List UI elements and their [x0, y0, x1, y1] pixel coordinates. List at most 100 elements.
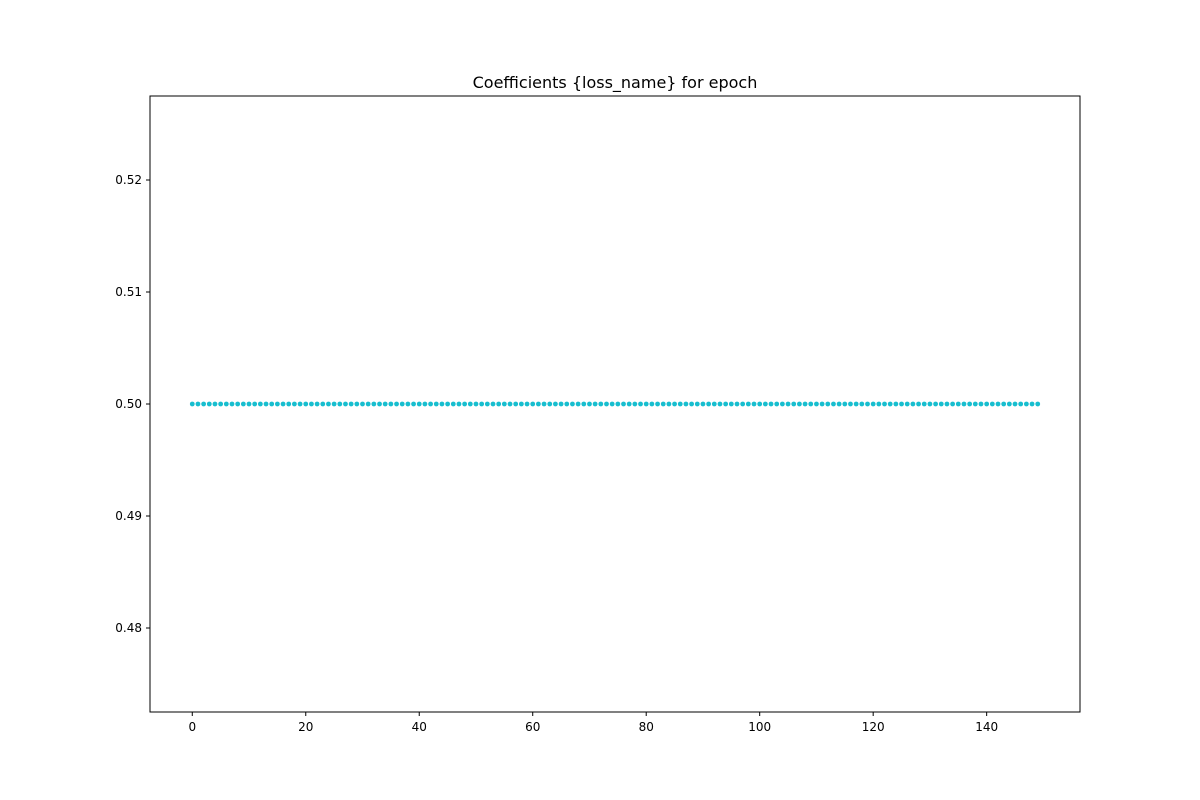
data-point	[808, 401, 814, 407]
data-point	[1001, 401, 1007, 407]
data-point	[314, 401, 320, 407]
data-point	[553, 401, 558, 407]
data-point	[331, 401, 337, 407]
data-point	[711, 401, 717, 407]
data-point	[694, 401, 700, 407]
data-point	[615, 401, 621, 407]
data-point	[700, 401, 706, 407]
data-point	[422, 401, 428, 407]
data-point	[1018, 401, 1024, 407]
y-tick-label: 0.52	[115, 173, 142, 187]
data-point	[195, 401, 201, 407]
data-point	[263, 401, 269, 407]
data-point	[257, 401, 263, 407]
x-tick-label: 0	[188, 720, 196, 734]
data-point	[609, 401, 615, 407]
data-point	[479, 401, 485, 407]
data-point	[950, 401, 956, 407]
data-point	[269, 401, 275, 407]
data-point	[921, 401, 927, 407]
data-point	[989, 401, 995, 407]
data-point	[683, 401, 689, 407]
chart-title: Coefficients {loss_name} for epoch	[473, 73, 758, 93]
data-point	[933, 401, 938, 407]
data-point	[984, 401, 990, 407]
data-point	[450, 401, 456, 407]
data-point	[779, 401, 785, 407]
data-point	[734, 401, 740, 407]
data-point	[501, 401, 507, 407]
data-point	[394, 401, 399, 407]
data-point	[1035, 401, 1041, 407]
data-point	[445, 401, 451, 407]
data-point	[365, 401, 371, 407]
data-point	[416, 401, 422, 407]
data-point	[626, 401, 632, 407]
data-point	[842, 401, 848, 407]
data-point	[672, 401, 677, 407]
data-point	[541, 401, 547, 407]
data-point	[530, 401, 536, 407]
data-point	[496, 401, 502, 407]
data-point	[910, 401, 916, 407]
data-point	[955, 401, 961, 407]
data-point	[649, 401, 655, 407]
data-point	[297, 401, 303, 407]
data-point	[666, 401, 672, 407]
series-points	[189, 401, 1041, 407]
data-point	[785, 401, 791, 407]
data-point	[360, 401, 365, 407]
data-point	[240, 401, 246, 407]
data-point	[439, 401, 445, 407]
data-point	[660, 401, 666, 407]
data-point	[904, 401, 910, 407]
data-point	[456, 401, 462, 407]
data-point	[762, 401, 768, 407]
data-point	[944, 401, 950, 407]
data-point	[229, 401, 235, 407]
data-point	[757, 401, 763, 407]
data-point	[354, 401, 360, 407]
data-point	[706, 401, 712, 407]
data-point	[632, 401, 638, 407]
data-point	[978, 401, 984, 407]
data-point	[717, 401, 723, 407]
data-point	[802, 401, 808, 407]
data-point	[218, 401, 224, 407]
data-point	[740, 401, 746, 407]
data-point	[467, 401, 473, 407]
data-point	[751, 401, 757, 407]
y-tick-label: 0.48	[115, 621, 142, 635]
data-point	[558, 401, 564, 407]
x-axis-ticks: 0 20 40 60 80 100 120 140	[188, 712, 998, 734]
data-point	[189, 401, 195, 407]
data-point	[899, 401, 904, 407]
data-point	[592, 401, 598, 407]
data-point	[972, 401, 978, 407]
data-point	[433, 401, 439, 407]
data-point	[893, 401, 899, 407]
y-tick-label: 0.51	[115, 285, 142, 299]
x-tick-label: 40	[412, 720, 427, 734]
data-point	[825, 401, 831, 407]
data-point	[411, 401, 416, 407]
data-point	[490, 401, 496, 407]
data-point	[320, 401, 326, 407]
y-axis-ticks: 0.48 0.49 0.50 0.51 0.52	[115, 173, 150, 635]
data-point	[819, 401, 825, 407]
data-point	[723, 401, 729, 407]
data-point	[774, 401, 780, 407]
data-point	[745, 401, 751, 407]
data-point	[309, 401, 314, 407]
data-point	[916, 401, 921, 407]
data-point	[587, 401, 592, 407]
data-point	[1029, 401, 1035, 407]
data-point	[513, 401, 519, 407]
data-point	[206, 401, 212, 407]
data-point	[303, 401, 309, 407]
data-point	[831, 401, 836, 407]
data-point	[870, 401, 876, 407]
